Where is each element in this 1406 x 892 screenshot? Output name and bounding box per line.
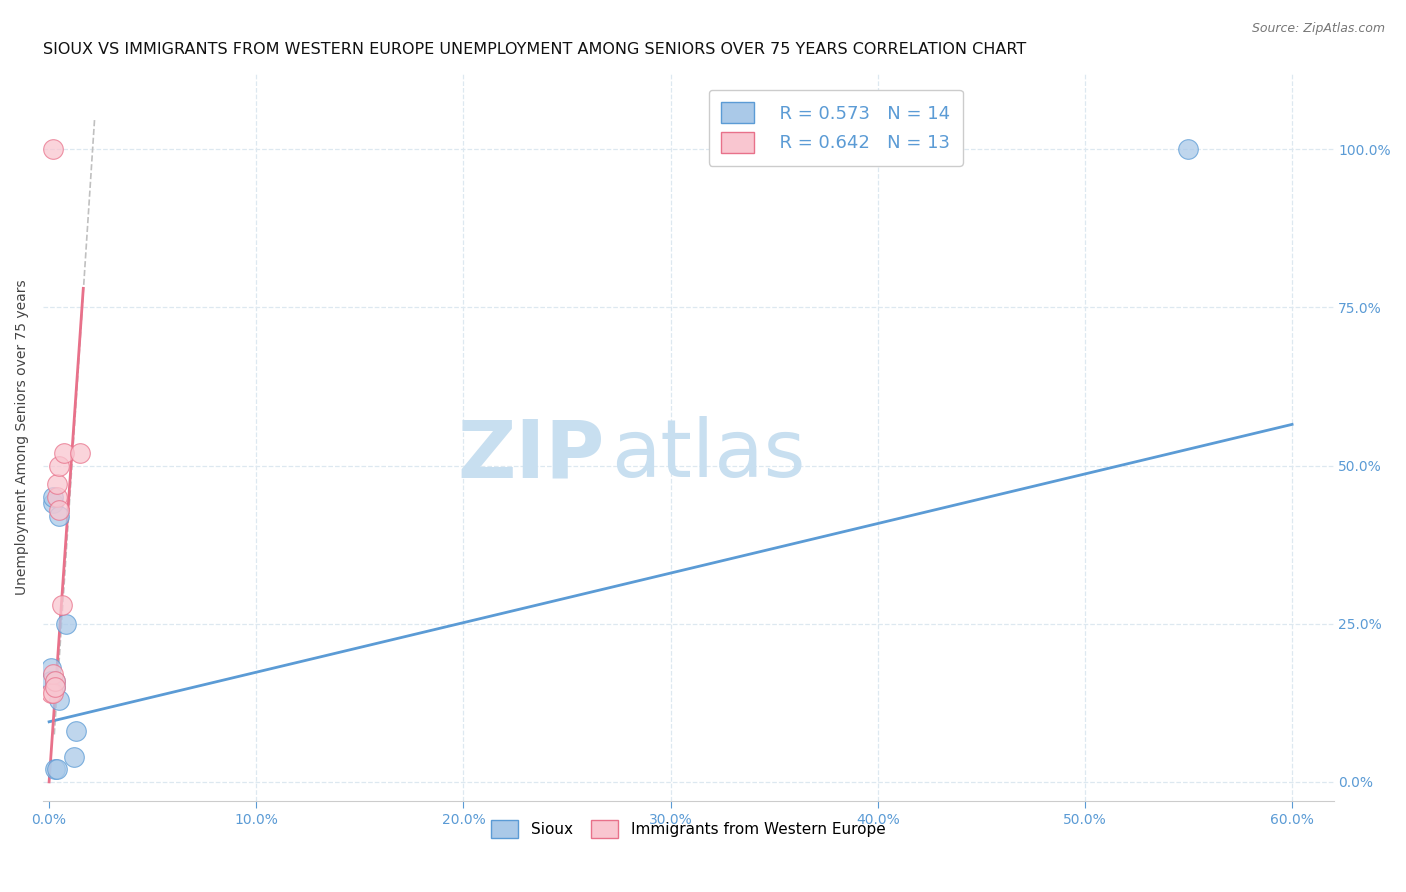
Point xyxy=(44,673,66,688)
Text: atlas: atlas xyxy=(610,417,806,494)
Point xyxy=(55,616,77,631)
Point xyxy=(42,667,65,681)
Point xyxy=(63,749,86,764)
Point xyxy=(42,490,65,504)
Point xyxy=(52,446,75,460)
Point xyxy=(44,680,66,694)
Point xyxy=(44,673,66,688)
Point xyxy=(65,724,87,739)
Point xyxy=(44,680,66,694)
Point xyxy=(42,142,65,156)
Point xyxy=(42,686,65,700)
Point xyxy=(48,692,70,706)
Point xyxy=(48,503,70,517)
Point xyxy=(1177,142,1199,156)
Point xyxy=(48,509,70,524)
Point xyxy=(44,762,66,776)
Point xyxy=(51,598,73,612)
Point xyxy=(39,673,62,688)
Point xyxy=(39,686,62,700)
Point xyxy=(48,458,70,473)
Point xyxy=(42,496,65,510)
Point xyxy=(46,490,69,504)
Point xyxy=(39,661,62,675)
Y-axis label: Unemployment Among Seniors over 75 years: Unemployment Among Seniors over 75 years xyxy=(15,279,30,595)
Point xyxy=(46,762,69,776)
Point xyxy=(69,446,91,460)
Legend: Sioux, Immigrants from Western Europe: Sioux, Immigrants from Western Europe xyxy=(485,814,891,844)
Point xyxy=(46,477,69,491)
Text: ZIP: ZIP xyxy=(457,417,605,494)
Text: Source: ZipAtlas.com: Source: ZipAtlas.com xyxy=(1251,22,1385,36)
Text: SIOUX VS IMMIGRANTS FROM WESTERN EUROPE UNEMPLOYMENT AMONG SENIORS OVER 75 YEARS: SIOUX VS IMMIGRANTS FROM WESTERN EUROPE … xyxy=(44,42,1026,57)
